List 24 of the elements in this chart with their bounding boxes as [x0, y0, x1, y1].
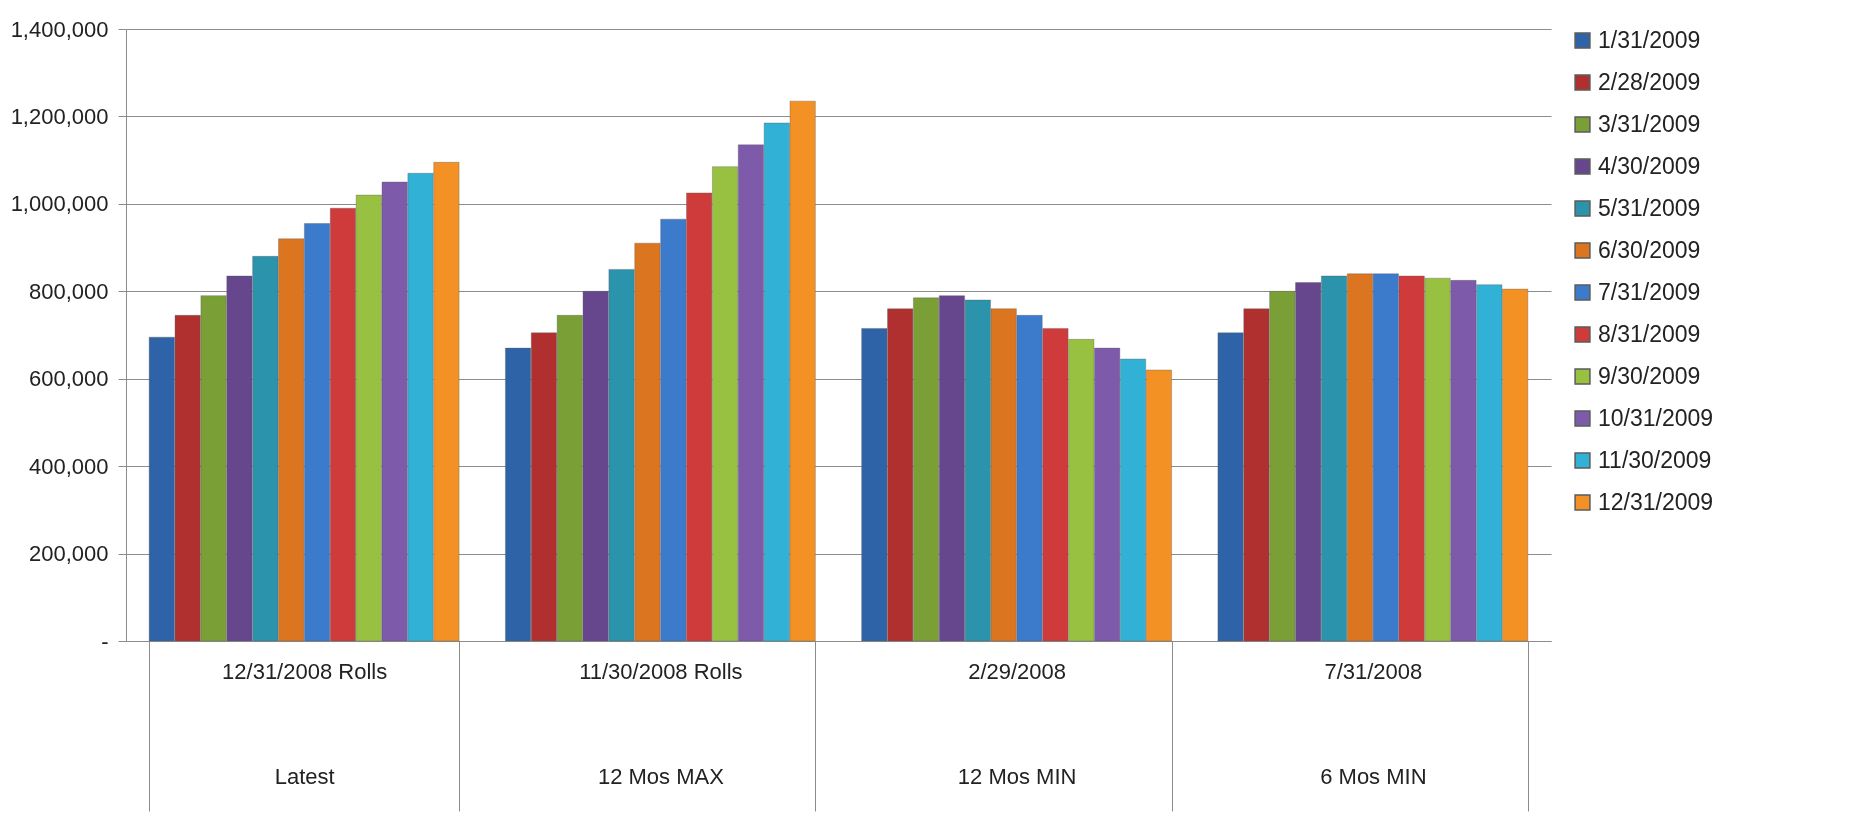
category-label: 2/29/2008 12 Mos MIN — [957, 658, 1077, 789]
y-tick-label: 800,000 — [28, 278, 109, 304]
legend-label: 3/31/2009 — [1598, 110, 1701, 137]
y-tick-label: 1,000,000 — [10, 191, 109, 217]
y-tick-label: 600,000 — [28, 366, 109, 392]
legend-label: 8/31/2009 — [1598, 320, 1701, 347]
legend-label: 2/28/2009 — [1598, 68, 1701, 95]
y-tick-label: 1,200,000 — [10, 103, 109, 129]
y-tick-label: 1,400,000 — [10, 16, 109, 42]
legend-label: 4/30/2009 — [1598, 152, 1701, 179]
category-label: 12/31/2008 Rolls Latest — [222, 658, 388, 789]
legend-label: 9/30/2009 — [1598, 362, 1701, 389]
y-tick-label: - — [101, 628, 109, 654]
legend-label: 5/31/2009 — [1598, 194, 1701, 221]
legend-label: 10/31/2009 — [1598, 404, 1714, 431]
y-tick-label: 200,000 — [28, 541, 109, 567]
legend-label: 1/31/2009 — [1598, 26, 1701, 53]
y-tick-label: 400,000 — [28, 453, 109, 479]
category-label: 7/31/2008 6 Mos MIN — [1320, 658, 1427, 789]
legend-label: 6/30/2009 — [1598, 236, 1701, 263]
legend-label: 11/30/2009 — [1598, 446, 1712, 473]
legend-label: 7/31/2009 — [1598, 278, 1701, 305]
category-label: 11/30/2008 Rolls 12 Mos MAX — [579, 658, 743, 789]
legend-label: 12/31/2009 — [1598, 488, 1714, 515]
